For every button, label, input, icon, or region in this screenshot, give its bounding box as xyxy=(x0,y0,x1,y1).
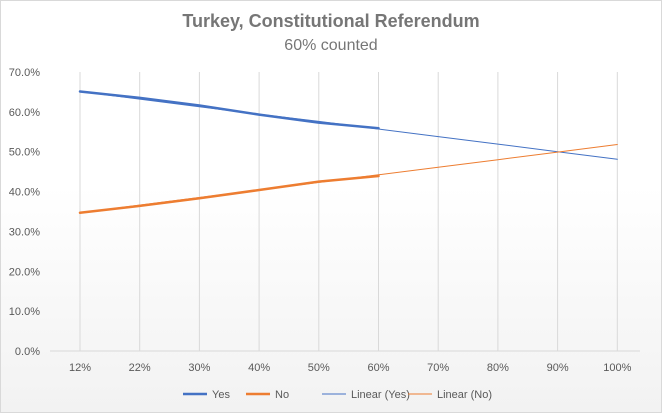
legend-label-linear-yes: Linear (Yes) xyxy=(351,389,410,401)
y-tick-label: 10.0% xyxy=(9,306,40,318)
y-tick-label: 0.0% xyxy=(15,346,40,358)
chart-subtitle: 60% counted xyxy=(284,37,378,54)
x-tick-label: 60% xyxy=(367,362,389,374)
legend-label-yes: Yes xyxy=(212,389,230,401)
x-tick-label: 90% xyxy=(547,362,569,374)
series-line-no xyxy=(78,174,380,214)
legend-label-linear-no: Linear (No) xyxy=(437,389,492,401)
y-tick-label: 60.0% xyxy=(9,107,40,119)
y-tick-label: 50.0% xyxy=(9,147,40,159)
x-tick-label: 30% xyxy=(188,362,210,374)
x-tick-label: 50% xyxy=(308,362,330,374)
y-tick-label: 70.0% xyxy=(9,67,40,79)
x-tick-label: 22% xyxy=(129,362,151,374)
x-tick-label: 40% xyxy=(248,362,270,374)
series-line-yes xyxy=(78,90,380,130)
y-tick-label: 20.0% xyxy=(9,266,40,278)
y-tick-label: 30.0% xyxy=(9,226,40,238)
chart-title: Turkey, Constitutional Referendum xyxy=(182,11,480,31)
x-tick-label: 100% xyxy=(603,362,631,374)
y-tick-label: 40.0% xyxy=(9,187,40,199)
legend-label-no: No xyxy=(275,389,289,401)
x-tick-label: 70% xyxy=(427,362,449,374)
x-tick-label: 12% xyxy=(69,362,91,374)
x-tick-label: 80% xyxy=(487,362,509,374)
